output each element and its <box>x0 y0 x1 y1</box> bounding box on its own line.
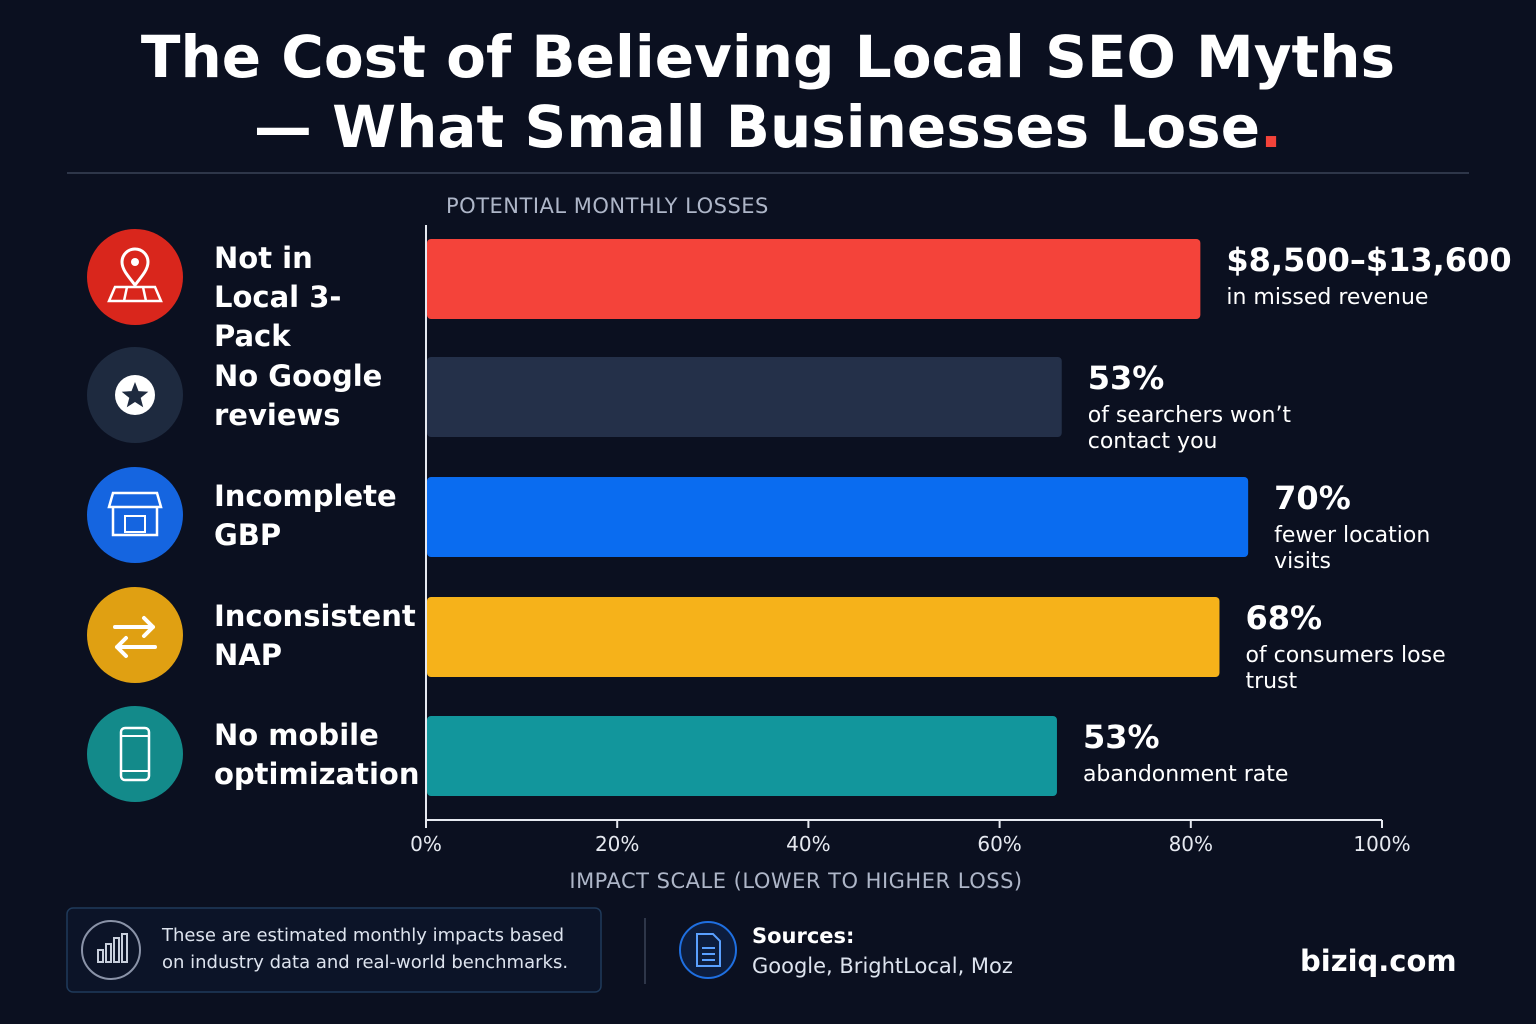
document-icon <box>696 933 721 967</box>
icon-circle <box>87 229 183 325</box>
sources-icon <box>679 921 737 979</box>
phone-icon <box>119 726 151 782</box>
sources-label: Sources: <box>752 924 855 948</box>
x-tick-label: 100% <box>1353 832 1411 856</box>
map-icon <box>107 285 163 303</box>
callout-text: of consumers lose trust <box>1245 643 1446 694</box>
category-icon <box>87 229 183 325</box>
bar <box>427 239 1201 319</box>
pin-icon <box>120 247 150 288</box>
bar <box>427 597 1220 677</box>
category-label: Not in Local 3-Pack <box>214 241 342 353</box>
callout-headline: 53% <box>1082 718 1160 756</box>
x-tick-label: 80% <box>1168 832 1214 856</box>
icon-circle <box>87 587 183 683</box>
callout-headline: 70% <box>1274 479 1351 517</box>
store-icon <box>107 491 163 537</box>
x-tick-label: 0% <box>410 832 442 856</box>
x-axis-label: IMPACT SCALE (LOWER TO HIGHER LOSS) <box>569 869 1023 893</box>
category-icon <box>87 587 183 683</box>
note-box <box>66 907 602 993</box>
pin-dot <box>131 258 139 266</box>
sources: Google, BrightLocal, Moz <box>752 954 1013 978</box>
g-badge <box>124 515 146 533</box>
note-icon <box>81 920 141 980</box>
star-icon <box>121 382 149 408</box>
bar <box>427 357 1062 437</box>
arrows-icon <box>113 616 157 658</box>
category-icon <box>87 467 183 563</box>
callout-headline: 53% <box>1087 359 1165 397</box>
title-accent: . <box>1260 93 1283 161</box>
x-tick-label: 60% <box>977 832 1022 856</box>
category-icon <box>87 706 183 802</box>
bar <box>427 716 1057 796</box>
icon-circle <box>87 706 183 802</box>
x-tick-label: 20% <box>594 832 640 856</box>
callout-headline: 68% <box>1245 599 1323 637</box>
category-label: Incomplete GBP <box>214 479 397 552</box>
callout-headline: $8,500–$13,600 <box>1226 241 1512 279</box>
callout-text: in missed revenue <box>1226 285 1429 310</box>
chart-title: The Cost of Believing Local SEO Myths — … <box>140 23 1396 161</box>
callout-text: fewer location visits <box>1274 523 1431 574</box>
category-label: Inconsistent NAP <box>214 599 416 672</box>
chart-icon <box>97 933 128 963</box>
bar <box>427 477 1249 557</box>
x-tick-label: 40% <box>786 832 831 856</box>
category-label: No mobile optimization <box>214 718 420 791</box>
callout-text: abandonment rate <box>1082 762 1289 787</box>
category-label: No Google reviews <box>214 359 383 432</box>
footer-note: These are estimated monthly impacts base… <box>162 925 569 973</box>
chart-subtitle: POTENTIAL MONTHLY LOSSES <box>446 194 769 218</box>
brand: biziq.com <box>1300 944 1457 978</box>
callout-text: of searchers won’t contact you <box>1087 403 1292 454</box>
category-icon <box>87 347 183 443</box>
